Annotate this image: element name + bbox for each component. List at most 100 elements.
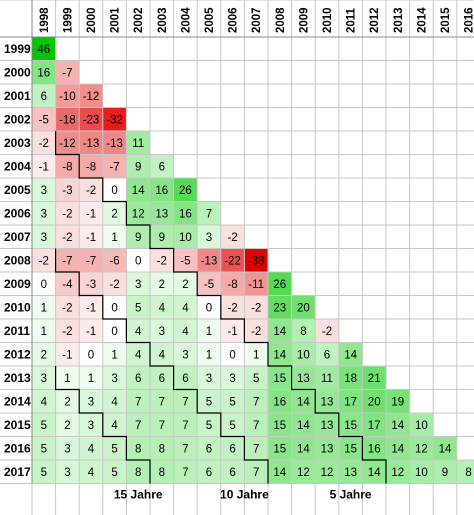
cell-2014-1999 bbox=[55, 389, 80, 413]
cell-value: 5 bbox=[41, 443, 47, 455]
cell-value: 10 bbox=[297, 349, 310, 361]
cell-value: 5 bbox=[206, 396, 212, 408]
cell-2013-2004 bbox=[173, 366, 198, 390]
cell-2011-2003 bbox=[150, 319, 174, 343]
row-label-2001: 2001 bbox=[4, 89, 31, 103]
cell-value: 14 bbox=[297, 443, 310, 455]
cell-2014-2003 bbox=[150, 389, 174, 413]
cell-2006-2002 bbox=[126, 201, 150, 225]
col-label-2016: 2016 bbox=[464, 7, 474, 33]
cell-value: 8 bbox=[135, 443, 141, 455]
cell-2011-2010 bbox=[315, 319, 339, 343]
cell-value: 0 bbox=[88, 349, 94, 361]
cell-2013-2003 bbox=[150, 366, 174, 390]
cell-value: 1 bbox=[111, 349, 117, 361]
cell-value: 1 bbox=[206, 326, 212, 338]
cell-2005-1998 bbox=[32, 178, 56, 202]
cell-2005-2002 bbox=[126, 178, 150, 202]
cell-value: 7 bbox=[159, 396, 165, 408]
cell-value: 4 bbox=[111, 420, 118, 432]
cell-2008-2001 bbox=[102, 248, 127, 272]
cell-value: 14 bbox=[273, 467, 286, 479]
cell-value: 7 bbox=[135, 396, 141, 408]
cell-value: 10 bbox=[179, 232, 192, 244]
cell-value: 4 bbox=[135, 349, 142, 361]
cell-value: 5 bbox=[253, 373, 259, 385]
cell-value: 5 bbox=[229, 396, 235, 408]
boundary-15-years bbox=[55, 366, 151, 484]
cell-value: 4 bbox=[159, 349, 166, 361]
cell-2002-1999 bbox=[55, 107, 80, 131]
cell-2015-2002 bbox=[126, 413, 150, 437]
cell-2012-2004 bbox=[173, 342, 198, 366]
cell-2003-1998 bbox=[32, 131, 56, 155]
cell-value: 1 bbox=[206, 349, 212, 361]
cell-value: 6 bbox=[159, 373, 165, 385]
cell-2010-2008 bbox=[268, 295, 292, 319]
cell-2016-2003 bbox=[150, 436, 174, 460]
col-label-2013: 2013 bbox=[393, 7, 405, 33]
cell-2013-2009 bbox=[291, 366, 316, 390]
cell-2009-2000 bbox=[79, 272, 103, 296]
cell-2003-2001 bbox=[102, 131, 127, 155]
cell-2017-2013 bbox=[386, 460, 410, 484]
cell-2003-2000 bbox=[79, 131, 103, 155]
cell-2011-2009 bbox=[291, 319, 316, 343]
row-label-2012: 2012 bbox=[4, 347, 31, 361]
cell-value: 4 bbox=[135, 326, 142, 338]
cell-2007-2002 bbox=[126, 225, 150, 249]
cell-value: 1 bbox=[64, 373, 70, 385]
cell-value: -23 bbox=[83, 114, 100, 126]
col-label-2012: 2012 bbox=[369, 7, 381, 33]
cell-value: 14 bbox=[391, 443, 404, 455]
cell-2015-2003 bbox=[150, 413, 174, 437]
col-label-2008: 2008 bbox=[275, 7, 287, 33]
cell-value: -6 bbox=[109, 255, 119, 267]
cell-2011-2002 bbox=[126, 319, 150, 343]
row-label-2014: 2014 bbox=[4, 394, 31, 408]
cell-value: 9 bbox=[159, 232, 165, 244]
col-label-2011: 2011 bbox=[346, 7, 358, 33]
cell-2009-2005 bbox=[197, 272, 221, 296]
cell-value: 14 bbox=[344, 349, 357, 361]
cell-value: 4 bbox=[182, 326, 189, 338]
cell-2010-1998 bbox=[32, 295, 56, 319]
cell-value: 3 bbox=[41, 373, 47, 385]
cell-2016-2001 bbox=[102, 436, 127, 460]
cell-2012-2002 bbox=[126, 342, 150, 366]
row-label-2008: 2008 bbox=[4, 253, 31, 267]
cell-value: -1 bbox=[39, 161, 49, 173]
cell-2015-1998 bbox=[32, 413, 56, 437]
cell-value: 5 bbox=[135, 302, 141, 314]
cell-value: 2 bbox=[182, 279, 188, 291]
cell-value: 6 bbox=[159, 161, 165, 173]
cell-value: 6 bbox=[324, 349, 330, 361]
cell-value: 5 bbox=[111, 467, 117, 479]
cell-value: -10 bbox=[59, 91, 76, 103]
cell-value: 0 bbox=[111, 326, 117, 338]
cell-value: -2 bbox=[62, 208, 72, 220]
cell-2012-2003 bbox=[150, 342, 174, 366]
cell-value: 14 bbox=[391, 420, 404, 432]
cell-2003-1999 bbox=[55, 131, 80, 155]
col-label-1998: 1998 bbox=[39, 7, 51, 33]
cell-2013-2010 bbox=[315, 366, 339, 390]
cell-2011-2001 bbox=[102, 319, 127, 343]
cell-2002-1998 bbox=[32, 107, 56, 131]
cell-2017-2006 bbox=[220, 460, 245, 484]
cell-value: 2 bbox=[64, 396, 70, 408]
cell-2006-1998 bbox=[32, 201, 56, 225]
cell-value: 3 bbox=[229, 373, 235, 385]
cell-value: -7 bbox=[62, 67, 72, 79]
cell-value: 9 bbox=[442, 467, 448, 479]
cell-2010-2001 bbox=[102, 295, 127, 319]
cell-value: 3 bbox=[64, 443, 70, 455]
cell-value: 13 bbox=[297, 373, 310, 385]
cell-value: 7 bbox=[182, 443, 188, 455]
cell-2016-2004 bbox=[173, 436, 198, 460]
cell-value: -13 bbox=[83, 138, 100, 150]
cell-value: -32 bbox=[106, 114, 123, 126]
cell-value: 0 bbox=[229, 349, 235, 361]
cell-2002-2001 bbox=[102, 107, 127, 131]
cell-value: -38 bbox=[248, 255, 265, 267]
